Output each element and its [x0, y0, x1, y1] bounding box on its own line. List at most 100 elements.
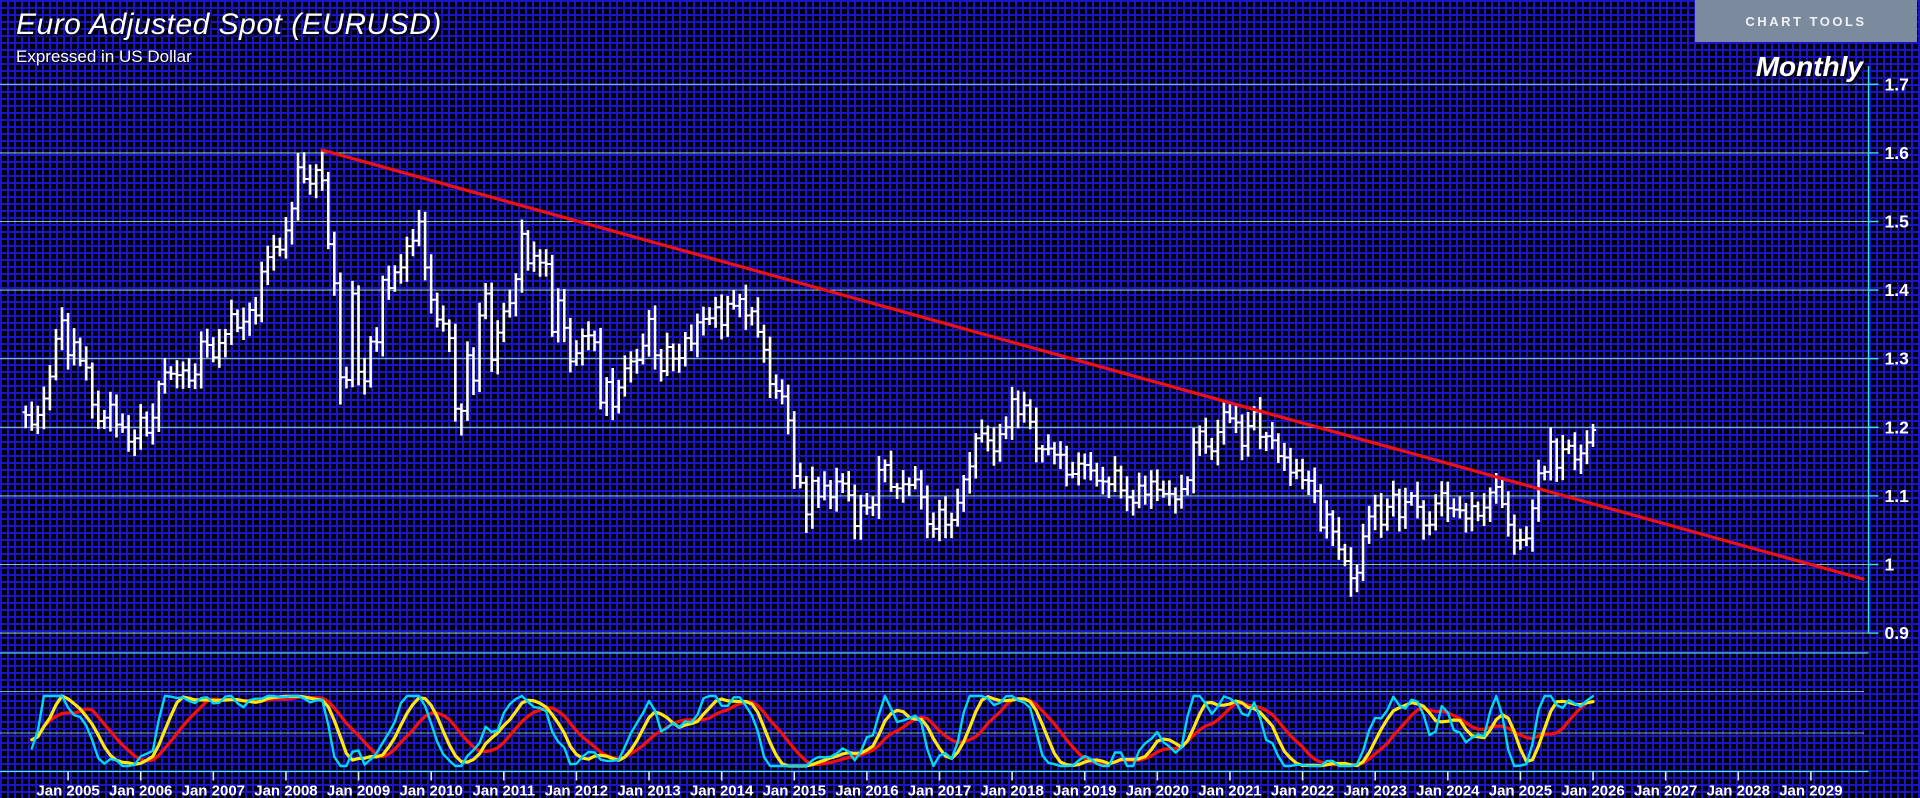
- ohlc-bar: [446, 319, 453, 353]
- ohlc-bar: [464, 341, 471, 421]
- ohlc-bar: [1172, 487, 1179, 514]
- ohlc-bar: [1039, 444, 1046, 463]
- ohlc-bar: [536, 249, 544, 277]
- ohlc-bar: [1051, 442, 1058, 465]
- oscillator-lines: [30, 694, 1595, 768]
- ohlc-bar: [458, 403, 465, 436]
- ohlc-bar: [1420, 500, 1427, 540]
- ohlc-bar: [1341, 543, 1349, 567]
- x-axis-tick-label: Jan 2017: [908, 783, 971, 798]
- ohlc-bar: [918, 470, 925, 510]
- ohlc-bar: [984, 425, 991, 452]
- ohlc-bar: [349, 280, 356, 388]
- ohlc-bar: [355, 285, 362, 386]
- ohlc-bar: [1136, 472, 1143, 509]
- chart-subtitle: Expressed in US Dollar: [16, 47, 192, 66]
- ohlc-bar: [452, 323, 459, 422]
- ohlc-bar: [1208, 437, 1215, 460]
- ohlc-bar: [766, 336, 774, 398]
- ohlc-bar: [391, 265, 398, 292]
- ohlc-bar: [906, 477, 913, 496]
- ohlc-bar: [851, 484, 858, 540]
- ohlc-bar: [760, 324, 768, 363]
- ohlc-bar: [1214, 419, 1221, 466]
- ohlc-bar: [1553, 438, 1560, 482]
- ohlc-bar: [948, 512, 955, 539]
- ohlc-bar: [71, 328, 78, 366]
- ohlc-bar: [58, 307, 66, 351]
- ohlc-bar: [1311, 467, 1318, 504]
- ohlc-bar: [1232, 405, 1240, 434]
- ohlc-bar: [676, 343, 683, 373]
- ohlc-bar: [343, 366, 350, 389]
- ohlc-bar: [1105, 476, 1113, 499]
- x-axis-tick-label: Jan 2021: [1198, 783, 1261, 798]
- ohlc-bar: [1299, 458, 1306, 490]
- ohlc-bar: [179, 361, 187, 389]
- x-axis-tick-label: Jan 2018: [980, 783, 1043, 798]
- ohlc-bar: [1269, 422, 1276, 450]
- ohlc-bar: [857, 494, 864, 540]
- ohlc-bar: [1075, 452, 1082, 486]
- ohlc-bar: [185, 358, 193, 389]
- ohlc-bar: [1287, 447, 1294, 486]
- ohlc-bar: [543, 249, 550, 277]
- ohlc-bar: [240, 307, 247, 341]
- ohlc-bar: [52, 328, 60, 381]
- ohlc-bar: [833, 467, 840, 512]
- ohlc-bar: [887, 450, 895, 492]
- ohlc-bar: [518, 219, 526, 293]
- ohlc-bar: [506, 289, 513, 318]
- ohlc-bar: [331, 231, 338, 296]
- ohlc-bar: [555, 288, 562, 343]
- ohlc-bar: [222, 328, 229, 358]
- x-axis-tick-label: Jan 2023: [1344, 783, 1407, 798]
- ohlc-bar: [204, 328, 211, 358]
- x-axis-tick-label: Jan 2019: [1053, 783, 1116, 798]
- ohlc-bar: [385, 265, 392, 300]
- ohlc-bar: [1178, 474, 1185, 509]
- x-axis-tick-label: Jan 2006: [109, 783, 172, 798]
- ohlc-bar: [1456, 496, 1463, 519]
- ohlc-bar: [246, 302, 253, 336]
- ohlc-bar: [28, 401, 35, 431]
- ohlc-bar: [1202, 417, 1209, 454]
- ohlc-bar: [216, 328, 223, 368]
- ohlc-bar: [476, 302, 483, 393]
- x-axis-tick-label: Jan 2007: [182, 783, 245, 798]
- y-axis: 1.7 1.6 1.5 1.4 1.3 1.2 1.1 1 0.9: [1867, 66, 1910, 643]
- chart-tools-button[interactable]: CHART TOOLS: [1695, 0, 1917, 42]
- ohlc-bar: [1148, 470, 1155, 509]
- ohlc-bar: [434, 292, 441, 328]
- ohlc-bar: [1589, 423, 1597, 447]
- y-axis-tick-label: 1.2: [1885, 417, 1910, 437]
- ohlc-bar: [1220, 401, 1227, 445]
- ohlc-bar: [1238, 414, 1246, 461]
- ohlc-bar: [1317, 484, 1324, 532]
- ohlc-bar: [990, 427, 998, 466]
- ohlc-bar: [1160, 480, 1167, 498]
- ohlc-bar: [300, 152, 308, 184]
- ohlc-bar: [1226, 401, 1234, 424]
- ohlc-bar: [718, 294, 725, 340]
- ohlc-bar: [1444, 481, 1451, 523]
- ohlc-bar: [597, 327, 604, 410]
- x-axis-tick-label: Jan 2008: [254, 783, 317, 798]
- ohlc-bar: [1450, 498, 1457, 518]
- x-axis-tick-label: Jan 2024: [1416, 783, 1480, 798]
- y-axis-tick-label: 1: [1885, 555, 1895, 575]
- ohlc-bar: [119, 413, 126, 433]
- ohlc-bar: [1275, 433, 1282, 464]
- ohlc-bar: [1523, 526, 1530, 547]
- ohlc-bar: [1571, 432, 1578, 471]
- ohlc-bar: [615, 379, 622, 414]
- ohlc-bar: [131, 429, 138, 457]
- ohlc-bar: [1190, 428, 1197, 494]
- ohlc-bar: [633, 348, 640, 374]
- ohlc-bar: [1087, 452, 1094, 481]
- x-axis-tick-label: Jan 2025: [1489, 783, 1552, 798]
- x-axis-tick-label: Jan 2028: [1707, 783, 1770, 798]
- ohlc-bar: [1257, 397, 1264, 450]
- ohlc-bar: [77, 337, 84, 367]
- ohlc-bar: [337, 272, 344, 405]
